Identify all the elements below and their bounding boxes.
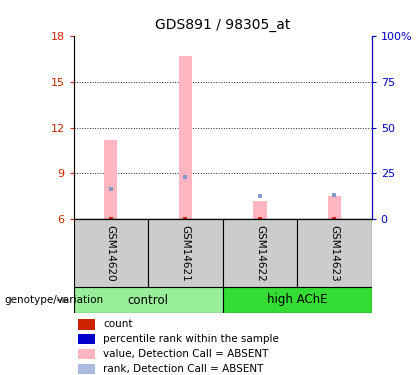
Bar xyxy=(104,140,118,219)
Text: count: count xyxy=(103,319,132,329)
Text: control: control xyxy=(128,294,168,306)
Bar xyxy=(74,287,223,313)
Text: high AChE: high AChE xyxy=(267,294,328,306)
Text: percentile rank within the sample: percentile rank within the sample xyxy=(103,334,279,344)
Text: GSM14622: GSM14622 xyxy=(255,225,265,282)
Bar xyxy=(223,219,297,287)
Title: GDS891 / 98305_at: GDS891 / 98305_at xyxy=(155,18,290,32)
Bar xyxy=(253,201,267,219)
Bar xyxy=(74,219,148,287)
Bar xyxy=(328,196,341,219)
Bar xyxy=(148,219,223,287)
Text: rank, Detection Call = ABSENT: rank, Detection Call = ABSENT xyxy=(103,364,263,374)
Bar xyxy=(223,287,372,313)
Text: GSM14620: GSM14620 xyxy=(106,225,116,281)
Bar xyxy=(78,334,94,344)
Text: GSM14623: GSM14623 xyxy=(329,225,339,282)
Bar xyxy=(78,319,94,330)
Text: value, Detection Call = ABSENT: value, Detection Call = ABSENT xyxy=(103,349,268,359)
Bar xyxy=(78,349,94,359)
Bar xyxy=(78,363,94,374)
Bar xyxy=(297,219,372,287)
Text: genotype/variation: genotype/variation xyxy=(4,295,103,305)
Bar xyxy=(178,56,192,219)
Text: GSM14621: GSM14621 xyxy=(180,225,190,282)
